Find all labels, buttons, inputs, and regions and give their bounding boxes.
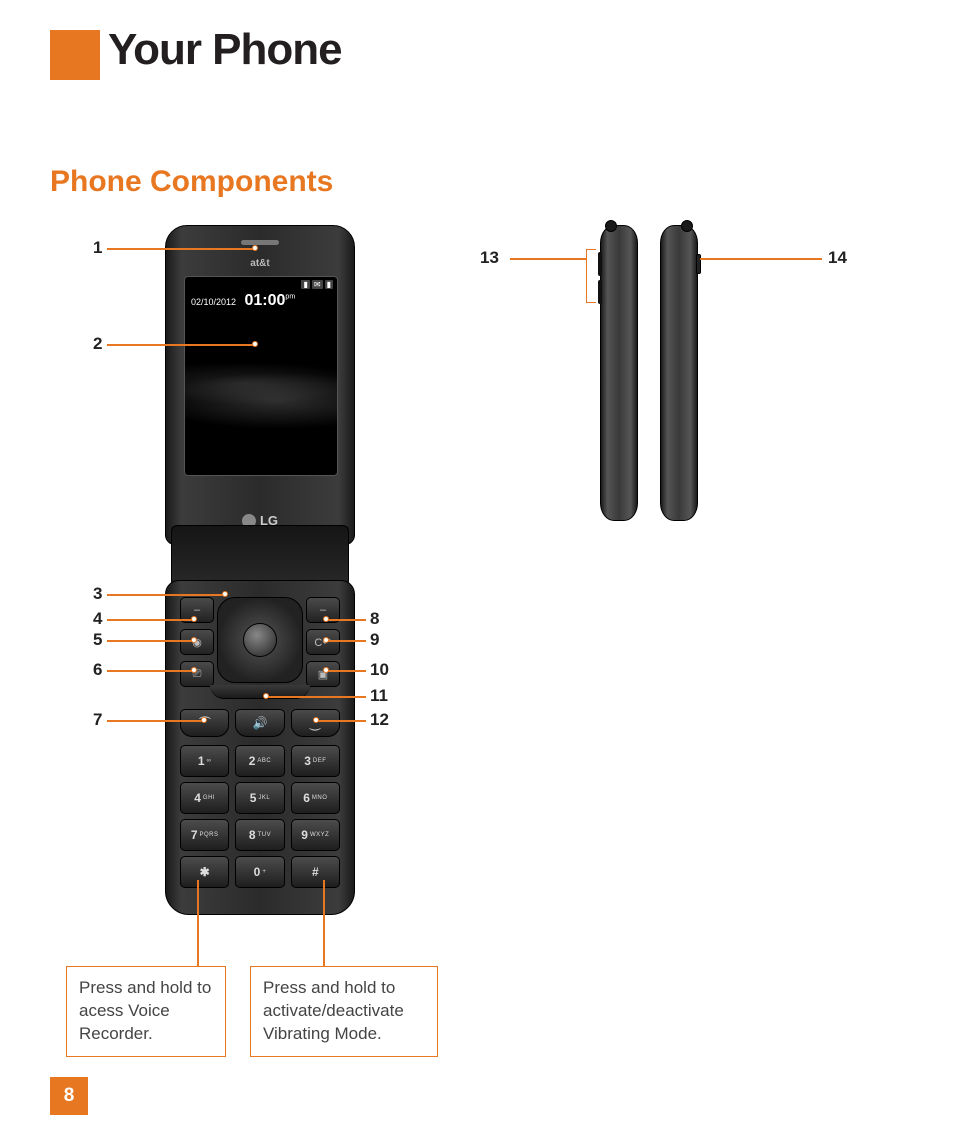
volume-up (598, 252, 602, 276)
softkey-bottom-right: ▣ (306, 661, 340, 687)
key-4: 4GHI (180, 782, 229, 814)
phone-screen: ▮ ✉ ▮ 02/10/2012 01:00pm (184, 276, 338, 476)
label-2: 2 (93, 334, 102, 354)
screen-date: 02/10/2012 (185, 293, 236, 307)
leader-dot-2 (252, 341, 258, 347)
key-1: 1∞ (180, 745, 229, 777)
leader-7 (107, 720, 204, 722)
softkey-bottom-left: ⎚ (180, 661, 214, 687)
nav-cluster: – – ◉ C↶ ⎚ ▣ (180, 593, 340, 701)
msg-icon: ✉ (312, 280, 323, 289)
camera-key: ◉ (180, 629, 214, 655)
label-4: 4 (93, 609, 102, 629)
callout-star-text: Press and hold to acess Voice Recorder. (79, 978, 211, 1043)
label-12: 12 (370, 710, 389, 730)
leader-1 (107, 248, 255, 250)
label-10: 10 (370, 660, 389, 680)
label-1: 1 (93, 238, 102, 258)
leader-14 (700, 258, 822, 260)
earpiece (241, 240, 279, 245)
leader-hash (323, 880, 325, 966)
leader-dot-10 (323, 667, 329, 673)
signal-icon: ▮ (301, 280, 309, 289)
leader-5 (107, 640, 194, 642)
key-6: 6MNO (291, 782, 340, 814)
dpad (217, 597, 303, 683)
end-key: ⏝ (291, 709, 340, 737)
side-port-cover (696, 254, 701, 274)
leader-dot-3 (222, 591, 228, 597)
label-3: 3 (93, 584, 102, 604)
leader-star (197, 880, 199, 966)
leader-dot-8 (323, 616, 329, 622)
key-3: 3DEF (291, 745, 340, 777)
leader-dot-11 (263, 693, 269, 699)
send-key: ⏜ (180, 709, 229, 737)
phone-flip-bottom: – – ◉ C↶ ⎚ ▣ ⏜ 🔊 ⏝ 1∞2ABC3DEF 4GHI5JKL6MN… (165, 580, 355, 915)
label-9: 9 (370, 630, 379, 650)
phone-side-left (600, 225, 638, 521)
leader-10 (326, 670, 366, 672)
leader-11 (266, 696, 366, 698)
leader-8 (326, 619, 366, 621)
leader-2 (107, 344, 255, 346)
label-8: 8 (370, 609, 379, 629)
header-accent-block (50, 30, 100, 80)
status-bar: ▮ ✉ ▮ (185, 277, 337, 292)
label-14: 14 (828, 248, 847, 268)
callout-hash-box: Press and hold to activate/deactivate Vi… (250, 966, 438, 1057)
section-title: Phone Components (50, 165, 333, 199)
key-0: 0+ (235, 856, 284, 888)
page-number-text: 8 (64, 1085, 75, 1107)
leader-dot-7 (201, 717, 207, 723)
key-7: 7PQRS (180, 819, 229, 851)
bracket-13 (586, 249, 596, 303)
key-#: # (291, 856, 340, 888)
leader-dot-9 (323, 637, 329, 643)
label-5: 5 (93, 630, 102, 650)
call-row: ⏜ 🔊 ⏝ (180, 709, 340, 737)
label-7: 7 (93, 710, 102, 730)
leader-4 (107, 619, 194, 621)
key-5: 5JKL (235, 782, 284, 814)
leader-13 (510, 258, 586, 260)
hinge-nub-left (605, 220, 617, 232)
label-6: 6 (93, 660, 102, 680)
page-title: Your Phone (108, 25, 342, 75)
volume-down (598, 280, 602, 304)
speaker-key: 🔊 (235, 709, 284, 737)
key-9: 9WXYZ (291, 819, 340, 851)
phone-flip-top: at&t ▮ ✉ ▮ 02/10/2012 01:00pm LG (165, 225, 355, 545)
phone-front-illustration: at&t ▮ ✉ ▮ 02/10/2012 01:00pm LG – – ◉ C… (165, 225, 355, 915)
key-✱: ✱ (180, 856, 229, 888)
leader-dot-4 (191, 616, 197, 622)
wallpaper-wave (184, 347, 338, 437)
leader-12 (316, 720, 366, 722)
leader-9 (326, 640, 366, 642)
screen-time: 01:00pm (241, 292, 296, 310)
leader-dot-1 (252, 245, 258, 251)
callout-hash-text: Press and hold to activate/deactivate Vi… (263, 978, 404, 1043)
numeric-keypad: 1∞2ABC3DEF 4GHI5JKL6MNO 7PQRS8TUV9WXYZ ✱0+# (180, 745, 340, 888)
hinge-nub-right (681, 220, 693, 232)
dpad-center (243, 623, 277, 657)
label-13: 13 (480, 248, 499, 268)
battery-icon: ▮ (325, 280, 333, 289)
phone-side-right (660, 225, 698, 521)
callout-star-box: Press and hold to acess Voice Recorder. (66, 966, 226, 1057)
leader-dot-12 (313, 717, 319, 723)
leader-6 (107, 670, 194, 672)
leader-dot-5 (191, 637, 197, 643)
label-11: 11 (370, 686, 388, 706)
carrier-logo: at&t (250, 258, 269, 269)
leader-dot-6 (191, 667, 197, 673)
key-2: 2ABC (235, 745, 284, 777)
key-8: 8TUV (235, 819, 284, 851)
leader-3 (107, 594, 225, 596)
page-number: 8 (50, 1077, 88, 1115)
